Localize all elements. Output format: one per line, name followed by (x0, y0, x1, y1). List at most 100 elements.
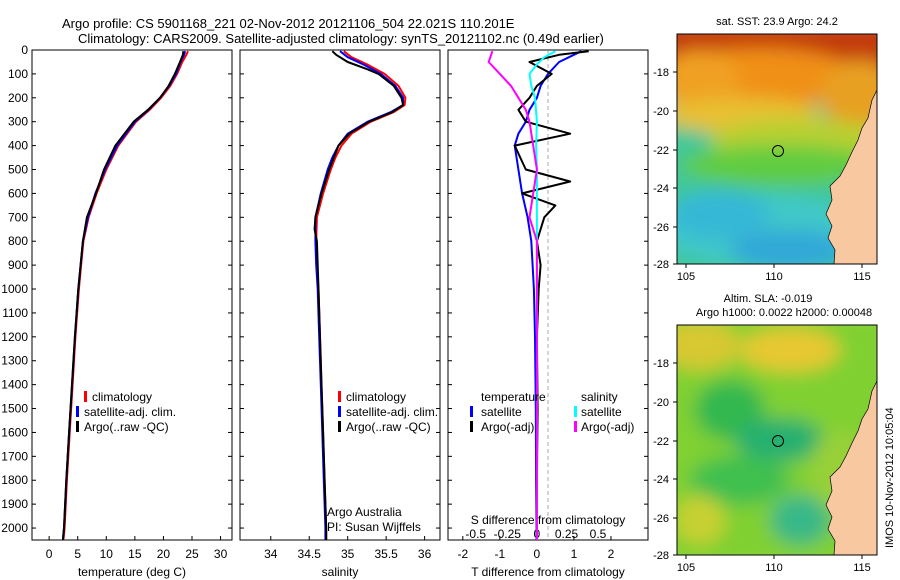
sla-map-image (677, 325, 877, 555)
sla-map-yticks: -18 -20 -22 -24 -26 -28 (653, 358, 677, 562)
x-tick-label: 34 (264, 547, 278, 561)
tick-label: -20 (653, 397, 669, 409)
depth-tick-label: 1600 (1, 425, 28, 439)
depth-tick-label: 900 (8, 258, 28, 272)
sst-map-yticks: -18 -20 -22 -24 -26 -28 (653, 67, 677, 271)
salinity-legend: climatology satellite-adj. clim. Argo(..… (338, 390, 438, 434)
series-line (513, 50, 582, 540)
legend-label: Argo(..raw -QC) (84, 420, 169, 434)
sla-map-xticks: 105 110 115 (677, 555, 871, 574)
series-line (61, 51, 185, 541)
depth-tick-label: 700 (8, 210, 28, 224)
s-tick-label: -0.25 (494, 527, 522, 541)
legend-swatch-satellite (338, 406, 341, 417)
legend-label: climatology (92, 390, 152, 404)
temperature-panel: 0100200300400500600700800900100011001200… (1, 43, 233, 579)
legend-salinity-heading: salinity (581, 390, 618, 404)
depth-tick-label: 500 (8, 163, 28, 177)
imos-timestamp: IMOS 10-Nov-2012 10:05:04 (884, 407, 896, 548)
sst-map-panel: sat. SST: 23.9 Argo: 24.2 -18 -20 -22 (653, 16, 878, 283)
legend-label: Argo(-adj) (581, 420, 634, 434)
legend-swatch-climatology (338, 391, 341, 402)
argo-location-marker (772, 145, 784, 157)
tick-label: -24 (653, 183, 669, 195)
header-line-2: Climatology: CARS2009. Satellite-adjuste… (78, 31, 604, 46)
tick-label: -28 (653, 550, 669, 562)
tick-label: -24 (653, 474, 669, 486)
series-line (313, 50, 405, 540)
x-tick-label: 15 (128, 547, 142, 561)
x-tick-label: 0 (534, 547, 541, 561)
legend-temperature-heading: temperature (481, 390, 546, 404)
t-difference-xlabel: T difference from climatology (471, 565, 625, 579)
tick-label: 110 (765, 271, 783, 283)
legend-label: satellite-adj. clim. (346, 405, 438, 419)
depth-tick-label: 100 (8, 67, 28, 81)
depth-tick-label: 2000 (1, 521, 28, 535)
sla-map-panel: Altim. SLA: -0.019 Argo h1000: 0.0022 h2… (653, 293, 878, 574)
sst-map-title: sat. SST: 23.9 Argo: 24.2 (716, 16, 838, 28)
difference-panel: -2 -1 0 1 2 -0.5 -0.25 0 0.25 0.5 T difference f… (447, 49, 649, 579)
depth-tick-label: 1500 (1, 402, 28, 416)
tick-label: -26 (653, 222, 669, 234)
tick-label: 115 (853, 271, 871, 283)
temperature-legend: climatology satellite-adj. clim. Argo(..… (76, 390, 176, 434)
legend-swatch-s-satellite (574, 406, 577, 417)
x-tick-label: 10 (100, 547, 114, 561)
depth-tick-label: 1200 (1, 330, 28, 344)
x-tick-label: -1 (495, 547, 506, 561)
depth-tick-label: 1700 (1, 449, 28, 463)
x-tick-label: 1 (571, 547, 578, 561)
tick-label: -20 (653, 106, 669, 118)
legend-label: satellite (581, 405, 622, 419)
legend-label: satellite-adj. clim. (84, 405, 176, 419)
legend-swatch-climatology (84, 391, 87, 402)
depth-tick-label: 300 (8, 115, 28, 129)
legend-swatch-t-satellite (470, 406, 473, 417)
salinity-axes-frame (239, 49, 441, 541)
depth-tick-label: 1300 (1, 354, 28, 368)
legend-swatch-s-argo (574, 421, 577, 432)
sst-map-frame (676, 33, 878, 265)
salinity-xlabel: salinity (322, 565, 359, 579)
x-tick-label: 25 (185, 547, 199, 561)
sla-map-title: Altim. SLA: -0.019 (724, 293, 813, 305)
depth-tick-label: 200 (8, 91, 28, 105)
tick-label: -26 (653, 513, 669, 525)
temperature-axes-frame (31, 49, 233, 541)
s-tick-label: 0.5 (590, 527, 607, 541)
x-tick-label: -2 (457, 547, 468, 561)
argo-location-marker (772, 435, 784, 447)
legend-swatch-argo (76, 421, 79, 432)
header-line-1: Argo profile: CS 5901168_221 02-Nov-2012… (62, 16, 515, 31)
salinity-panel: 34 34.5 35 35.5 36 salinity climatology sate… (239, 49, 441, 579)
x-tick-label: 35.5 (374, 547, 398, 561)
x-tick-label: 36 (418, 547, 432, 561)
tick-label: -18 (653, 67, 669, 79)
depth-tick-label: 1100 (2, 306, 28, 320)
depth-tick-label: 800 (8, 234, 28, 248)
x-tick-label: 34.5 (298, 547, 322, 561)
x-tick-label: 0 (46, 547, 53, 561)
depth-tick-label: 0 (21, 43, 28, 57)
x-tick-label: 35 (341, 547, 355, 561)
legend-swatch-t-argo (470, 421, 473, 432)
s-tick-label: 0.25 (555, 527, 579, 541)
legend-label: climatology (346, 390, 406, 404)
legend-swatch-satellite (76, 406, 79, 417)
tick-label: -22 (653, 436, 669, 448)
sla-map-subtitle: Argo h1000: 0.0022 h2000: 0.00048 (696, 307, 872, 319)
tick-label: 110 (765, 562, 783, 574)
legend-label: satellite (481, 405, 522, 419)
depth-tick-label: 600 (8, 186, 28, 200)
tick-label: 115 (853, 562, 871, 574)
depth-tick-label: 1000 (1, 282, 28, 296)
legend-label: Argo(..raw -QC) (346, 420, 431, 434)
x-tick-label: 5 (74, 547, 81, 561)
s-tick-label: -0.5 (465, 527, 486, 541)
tick-label: -22 (653, 145, 669, 157)
sst-map-image (677, 34, 877, 264)
sst-map-xticks: 105 110 115 (677, 264, 871, 283)
tick-label: -18 (653, 358, 669, 370)
depth-tick-label: 400 (8, 139, 28, 153)
